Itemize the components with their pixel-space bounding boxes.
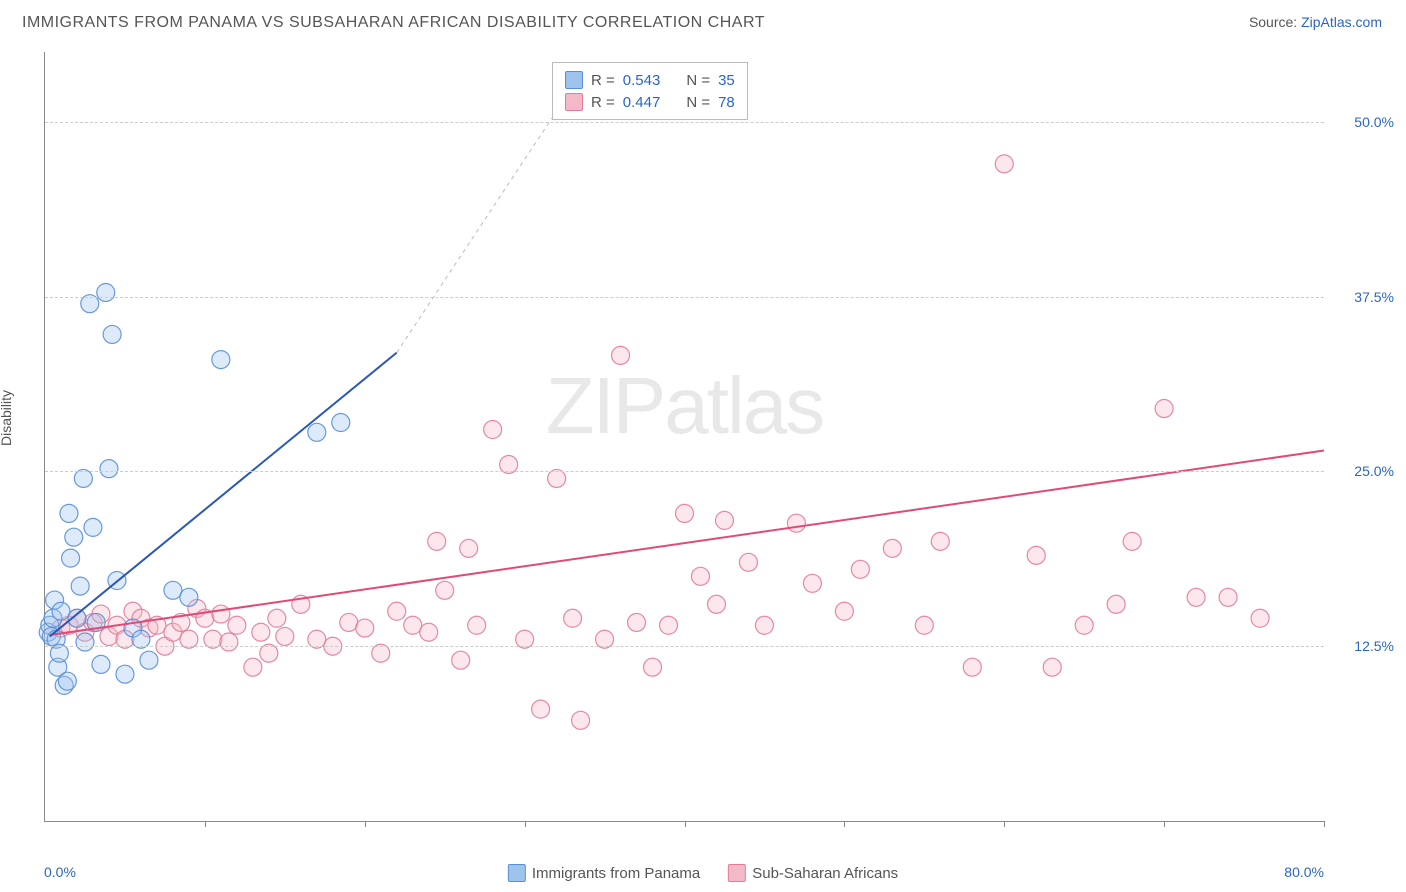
n-value-panama: 35 (718, 72, 735, 89)
data-point (268, 609, 286, 627)
y-tick-label: 37.5% (1354, 289, 1394, 305)
data-point (660, 616, 678, 634)
source-citation: Source: ZipAtlas.com (1249, 14, 1382, 30)
data-point (212, 351, 230, 369)
data-point (915, 616, 933, 634)
data-point (388, 602, 406, 620)
data-point (1187, 588, 1205, 606)
data-point (931, 532, 949, 550)
data-point (963, 658, 981, 676)
data-point (739, 553, 757, 571)
source-link[interactable]: ZipAtlas.com (1301, 14, 1382, 30)
data-point (995, 155, 1013, 173)
y-axis-label: Disability (0, 390, 14, 446)
data-point (676, 504, 694, 522)
data-point (691, 567, 709, 585)
data-point (60, 504, 78, 522)
data-point (468, 616, 486, 634)
stats-row-panama: R = 0.543 N = 35 (565, 69, 735, 91)
data-point (76, 633, 94, 651)
data-point (644, 658, 662, 676)
data-point (116, 665, 134, 683)
data-point (252, 623, 270, 641)
data-point (420, 623, 438, 641)
plot-area: ZIPatlas (44, 52, 1324, 822)
data-point (71, 577, 89, 595)
data-point (100, 460, 118, 478)
data-point (1043, 658, 1061, 676)
data-point (84, 518, 102, 536)
data-point (62, 549, 80, 567)
data-point (164, 581, 182, 599)
data-point (715, 511, 733, 529)
data-point (1219, 588, 1237, 606)
data-point (787, 514, 805, 532)
legend-main: Immigrants from Panama Sub-Saharan Afric… (508, 864, 898, 882)
legend-item-panama: Immigrants from Panama (508, 864, 700, 882)
swatch-panama (565, 71, 583, 89)
data-point (755, 616, 773, 634)
data-point (1155, 400, 1173, 418)
data-point (228, 616, 246, 634)
data-point (103, 325, 121, 343)
data-point (835, 602, 853, 620)
data-point (484, 421, 502, 439)
n-value-ssa: 78 (718, 94, 735, 111)
source-prefix: Source: (1249, 14, 1301, 30)
data-point (1251, 609, 1269, 627)
x-start-label: 0.0% (44, 864, 76, 880)
data-point (52, 602, 70, 620)
swatch-ssa (565, 93, 583, 111)
data-point (628, 613, 646, 631)
r-value-ssa: 0.447 (623, 94, 661, 111)
y-tick-label: 25.0% (1354, 463, 1394, 479)
data-point (572, 711, 590, 729)
data-point (332, 414, 350, 432)
data-point (532, 700, 550, 718)
data-point (220, 633, 238, 651)
chart-title: IMMIGRANTS FROM PANAMA VS SUBSAHARAN AFR… (22, 14, 765, 32)
legend-item-ssa: Sub-Saharan Africans (728, 864, 898, 882)
chart-container: IMMIGRANTS FROM PANAMA VS SUBSAHARAN AFR… (0, 0, 1406, 892)
x-end-label: 80.0% (1284, 864, 1324, 880)
data-point (1075, 616, 1093, 634)
chart-svg (45, 52, 1324, 821)
y-tick-label: 12.5% (1354, 638, 1394, 654)
data-point (276, 627, 294, 645)
data-point (65, 528, 83, 546)
legend-swatch-ssa (728, 864, 746, 882)
y-tick-label: 50.0% (1354, 114, 1394, 130)
data-point (851, 560, 869, 578)
data-point (564, 609, 582, 627)
data-point (244, 658, 262, 676)
data-point (612, 346, 630, 364)
data-point (1123, 532, 1141, 550)
stats-legend-box: R = 0.543 N = 35 R = 0.447 N = 78 (552, 62, 748, 120)
legend-swatch-panama (508, 864, 526, 882)
stats-row-ssa: R = 0.447 N = 78 (565, 91, 735, 113)
data-point (1027, 546, 1045, 564)
data-point (883, 539, 901, 557)
data-point (460, 539, 478, 557)
data-point (180, 588, 198, 606)
data-point (707, 595, 725, 613)
data-point (212, 605, 230, 623)
data-point (428, 532, 446, 550)
data-point (97, 283, 115, 301)
data-point (92, 655, 110, 673)
legend-label-ssa: Sub-Saharan Africans (752, 865, 898, 882)
data-point (356, 619, 374, 637)
data-point (140, 651, 158, 669)
r-value-panama: 0.543 (623, 72, 661, 89)
data-point (452, 651, 470, 669)
data-point (308, 423, 326, 441)
data-point (1107, 595, 1125, 613)
data-point (58, 672, 76, 690)
data-point (803, 574, 821, 592)
data-point (340, 613, 358, 631)
legend-label-panama: Immigrants from Panama (532, 865, 700, 882)
data-point (436, 581, 454, 599)
data-point (404, 616, 422, 634)
